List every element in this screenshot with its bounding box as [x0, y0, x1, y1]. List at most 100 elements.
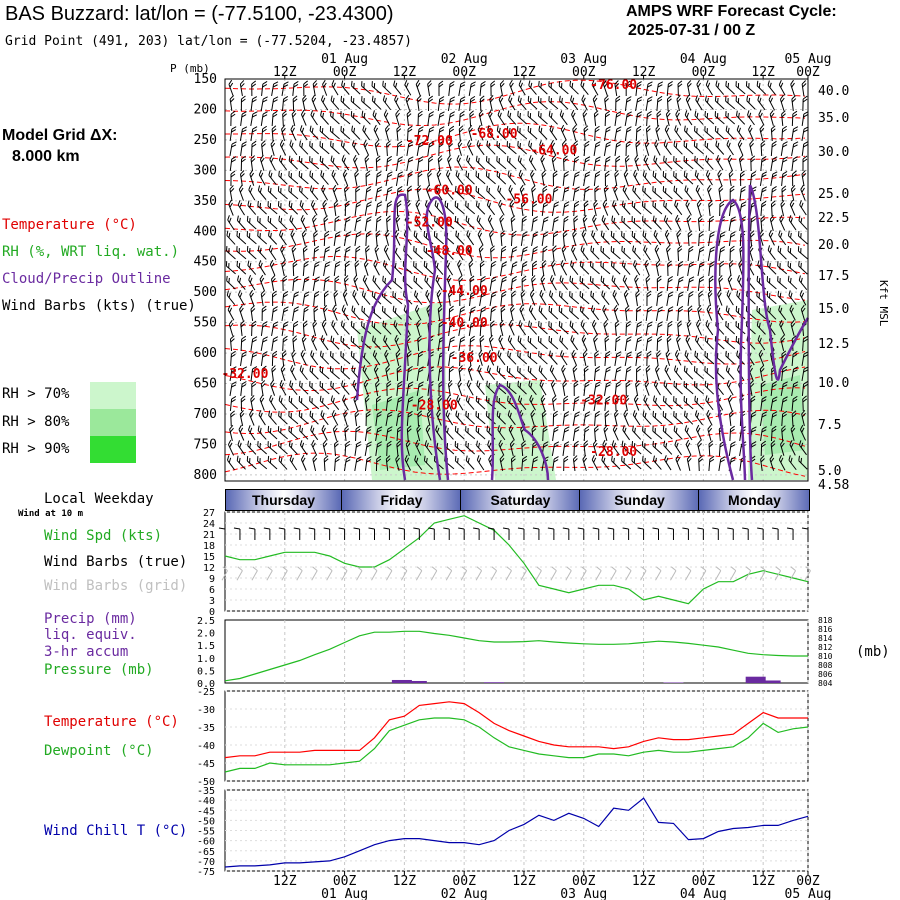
wind-barb-staff: [309, 370, 319, 380]
wind-barb-flag: [625, 380, 631, 385]
wind-barb: [779, 94, 785, 111]
wind-barb-flag: [396, 217, 401, 223]
wind-barb: [642, 230, 652, 245]
wind-barb-flag: [333, 82, 336, 88]
wind-barb-flag: [498, 334, 502, 340]
wind-barb-flag: [687, 230, 693, 235]
wind-barb-flag: [673, 156, 675, 162]
temperature-contour: [224, 210, 806, 236]
wind-barb-staff: [333, 249, 337, 261]
wind-barb-flag: [693, 381, 696, 387]
wind-barb-staff: [655, 309, 659, 321]
wind-barb-flag: [675, 398, 677, 404]
wind-barb: [490, 305, 496, 322]
wind-barb-staff: [531, 278, 535, 292]
wind-barb-staff: [508, 324, 515, 336]
wind-barb-flag: [571, 109, 575, 115]
wind-barb: [573, 155, 580, 172]
wind-barb-staff: [310, 354, 319, 366]
wind-barb: [665, 109, 671, 126]
wind-barb-staff: [798, 280, 808, 290]
wind-barb-staff: [313, 308, 315, 322]
wind-barb-staff: [281, 293, 285, 307]
wind-barb-flag: [532, 219, 538, 223]
wind-barb-flag: [552, 170, 558, 175]
wind-barb-flag: [511, 230, 517, 235]
wind-barb-flag: [469, 113, 475, 118]
wind-barb: [313, 305, 319, 322]
wind-barb: [676, 229, 682, 246]
wind-barb-flag: [644, 397, 648, 403]
wind-barb-flag: [299, 125, 303, 131]
wind-barb-staff: [573, 218, 576, 232]
wind-barb-flag: [277, 201, 280, 207]
wind-barb-flag: [449, 114, 455, 118]
wind-barb-flag: [361, 290, 364, 296]
wind-barb-staff: [652, 175, 663, 185]
wind-barb-flag: [689, 261, 695, 265]
wind-barb-flag: [363, 292, 366, 298]
wind-barb: [344, 216, 351, 232]
wind-barb: [354, 201, 362, 217]
wind-barb-flag: [696, 199, 701, 205]
wind-barb-staff: [385, 369, 389, 381]
wind-barb-flag: [633, 394, 638, 400]
wind-barb: [323, 276, 330, 292]
wind-barb-staff: [500, 248, 503, 262]
wind-barb-flag: [459, 339, 465, 343]
wind-barb: [384, 349, 390, 366]
wind-barb-flag: [436, 289, 441, 295]
wind-barb-flag: [375, 383, 380, 388]
wind-barb-flag: [487, 125, 490, 131]
wind-barb-flag: [533, 216, 539, 220]
wind-barb: [636, 365, 641, 382]
wind-barb: [791, 95, 797, 112]
wind-barb-flag: [321, 383, 324, 389]
wind-barb: [351, 125, 361, 140]
wind-barb: [227, 215, 235, 231]
wind-barb-flag: [252, 111, 258, 115]
wind-barb-flag: [632, 185, 635, 191]
wind-barb-flag: [616, 111, 622, 115]
wind-barb: [527, 365, 538, 380]
wind-barb: [466, 380, 474, 396]
wind-barb: [643, 395, 651, 411]
wind-barb-staff: [333, 263, 337, 277]
wind-barb-flag: [448, 140, 453, 145]
wind-barb-staff: [602, 309, 609, 321]
wind-barb-staff: [350, 340, 361, 350]
wind-barb-flag: [766, 276, 769, 282]
wind-barb: [663, 380, 673, 395]
wind-barb-flag: [309, 365, 312, 371]
wind-barb-flag: [320, 110, 323, 116]
wind-barb-staff: [758, 114, 765, 126]
wind-barb: [313, 230, 318, 247]
wind-barb-staff: [320, 175, 329, 185]
wind-barb: [386, 380, 392, 397]
wind-barb-flag: [675, 367, 679, 373]
wind-barb: [237, 290, 245, 306]
wind-barb-flag: [457, 397, 461, 403]
wind-barb-flag: [277, 186, 280, 192]
wind-barb-flag: [281, 142, 285, 148]
wind-barb-flag: [581, 293, 584, 299]
wind-barb: [677, 245, 683, 262]
wind-barb-staff: [309, 385, 320, 395]
wind-barb-flag: [478, 367, 482, 373]
wind-barb: [665, 349, 671, 366]
wind-barb: [582, 214, 588, 231]
wind-barb-staff: [645, 128, 649, 142]
wind-barb: [528, 80, 537, 95]
wind-barb-staff: [226, 235, 236, 245]
wind-barb: [350, 111, 361, 125]
wind-barb-flag: [791, 82, 795, 88]
wind-barb-staff: [506, 145, 517, 155]
wind-barb: [759, 365, 765, 381]
wind-barb-flag: [583, 200, 589, 205]
wind-barb-flag: [366, 216, 372, 220]
wind-barb: [468, 81, 476, 97]
wind-barb-flag: [561, 322, 563, 329]
wind-barb-staff: [718, 188, 722, 202]
wind-barb-staff: [448, 143, 451, 157]
wind-barb-flag: [636, 339, 642, 343]
